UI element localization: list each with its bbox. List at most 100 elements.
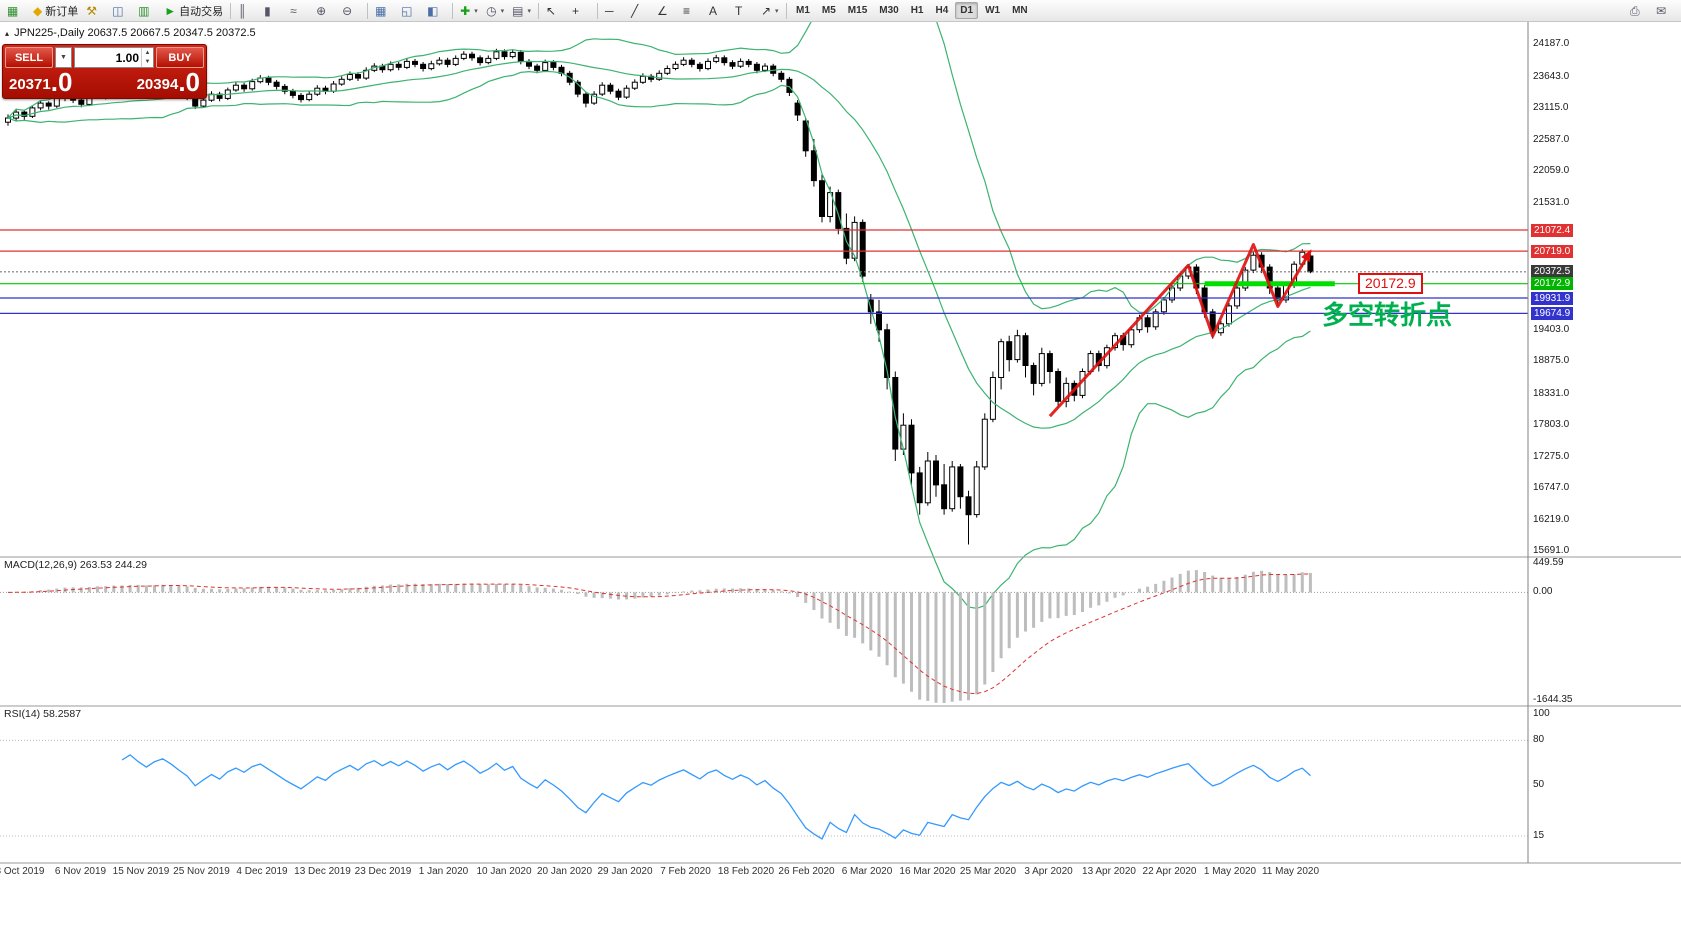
profile-button[interactable]: ◫ <box>109 1 133 21</box>
volume-decrement-button[interactable]: ▼ <box>144 59 151 66</box>
indicators-icon: ✚ <box>460 3 471 18</box>
arrows-button[interactable]: ↗ ▾ <box>758 1 782 21</box>
candle <box>306 91 313 102</box>
sell-button[interactable]: SELL <box>5 47 53 68</box>
buy-button[interactable]: BUY <box>156 47 204 68</box>
candle <box>509 49 516 59</box>
macd-values: 263.53 244.29 <box>79 559 148 571</box>
cursor-button[interactable]: ↖ <box>543 1 567 21</box>
periods-button[interactable]: ◷ ▾ <box>483 1 507 21</box>
cascade-windows-icon: ◱ <box>401 3 413 18</box>
bollinger-upper-band <box>7 0 1311 314</box>
market-watch-button[interactable]: ▥ <box>135 1 159 21</box>
timeframe-m15-button[interactable]: M15 <box>847 5 868 16</box>
timeframe-m1-button[interactable]: M1 <box>795 5 810 16</box>
macd-name: MACD(12,26,9) <box>4 559 77 571</box>
candle <box>574 79 581 98</box>
candle <box>444 57 451 68</box>
templates-button[interactable]: ▤ ▾ <box>509 1 534 21</box>
bar-chart-icon: ║ <box>238 3 247 18</box>
candle <box>338 76 345 86</box>
print-button[interactable]: ⎙ <box>1627 1 1651 21</box>
timeframe-h4-button[interactable]: H4 <box>935 5 949 16</box>
candle <box>29 105 36 118</box>
candle <box>810 138 817 187</box>
trendline-button[interactable]: ╱ <box>628 1 652 21</box>
candle <box>273 79 280 90</box>
text-label-button[interactable]: T <box>732 1 756 21</box>
sell-price-main: 20371 <box>9 76 51 93</box>
equidistant-channel-button[interactable]: ∠ <box>654 1 678 21</box>
candle <box>794 100 801 121</box>
candle <box>1030 362 1037 396</box>
arrange-windows-button[interactable]: ◧ <box>424 1 448 21</box>
horizontal-line-button[interactable]: ─ <box>602 1 626 21</box>
indicators-button[interactable]: ✚ ▾ <box>457 1 481 21</box>
candle <box>688 57 695 68</box>
line-chart-icon: ≈ <box>290 3 297 18</box>
zoom-out-icon: ⊖ <box>342 3 353 18</box>
tile-windows-button[interactable]: ▦ <box>372 1 396 21</box>
messages-icon: ✉ <box>1656 3 1667 18</box>
profile-icon: ◫ <box>112 3 124 18</box>
bar-chart-button[interactable]: ║ <box>235 1 259 21</box>
text-label-icon: T <box>734 3 743 18</box>
toolbar-separator <box>596 2 598 19</box>
candle <box>477 55 484 66</box>
candle <box>1160 297 1167 315</box>
buy-price-big-digit: .0 <box>178 67 200 97</box>
new-chart-button[interactable]: ▦ <box>4 1 28 21</box>
candle <box>623 85 630 99</box>
new-order-button[interactable]: ◆ 新订单 <box>30 1 81 21</box>
candle <box>680 57 687 67</box>
volume-input[interactable] <box>75 48 141 67</box>
metaeditor-hammer-button[interactable]: ⚒ <box>83 1 107 21</box>
turning-point-label[interactable]: 多空转折点 <box>1322 300 1453 330</box>
symbol-name: JPN225-,Daily <box>14 27 85 39</box>
candle <box>989 371 996 423</box>
trend-zigzag-annotation[interactable] <box>1048 243 1312 418</box>
price-callout[interactable]: 20172.9 <box>1358 272 1423 294</box>
candle <box>428 60 435 71</box>
candle <box>1307 254 1314 274</box>
timeframe-m5-button[interactable]: M5 <box>821 5 836 16</box>
fibonacci-button[interactable]: ≡ <box>680 1 704 21</box>
candle <box>843 213 850 265</box>
crosshair-button[interactable]: + <box>569 1 593 21</box>
candle <box>737 58 744 68</box>
chevron-down-icon: ▼ <box>60 54 67 61</box>
candle <box>1063 377 1070 408</box>
trendline-icon: ╱ <box>630 3 639 18</box>
one-click-trading-panel: SELL ▼ ▲ ▼ BUY 20371 .0 20394 .0 <box>2 44 207 99</box>
candle <box>778 70 785 83</box>
autotrading-button[interactable]: ► 自动交易 <box>161 1 226 21</box>
candle <box>1038 347 1045 387</box>
cascade-windows-button[interactable]: ◱ <box>398 1 422 21</box>
candle <box>884 323 891 390</box>
candle <box>37 100 44 111</box>
timeframe-mn-button[interactable]: MN <box>1012 5 1028 16</box>
candle <box>957 464 964 509</box>
messages-button[interactable]: ✉ <box>1653 1 1677 21</box>
text-button[interactable]: A <box>706 1 730 21</box>
candle <box>639 73 646 84</box>
order-type-dropdown[interactable]: ▼ <box>55 47 72 68</box>
zoom-in-button[interactable]: ⊕ <box>313 1 337 21</box>
timeframe-h1-button[interactable]: H1 <box>910 5 924 16</box>
candle <box>819 174 825 223</box>
candle <box>908 419 915 485</box>
line-chart-button[interactable]: ≈ <box>287 1 311 21</box>
candle <box>973 461 980 518</box>
timeframe-m30-button[interactable]: M30 <box>879 5 899 16</box>
candle <box>916 466 923 515</box>
candlestick-chart-button[interactable]: ▮ <box>261 1 285 21</box>
autotrading-icon: ► <box>164 3 177 18</box>
zoom-out-button[interactable]: ⊖ <box>339 1 363 21</box>
buy-price: 20394 .0 <box>137 69 200 95</box>
candle <box>395 62 402 71</box>
volume-increment-button[interactable]: ▲ <box>144 49 151 56</box>
timeframe-d1-button[interactable]: D1 <box>955 2 979 19</box>
timeframe-w1-button[interactable]: W1 <box>985 5 1001 16</box>
candle <box>941 464 948 515</box>
